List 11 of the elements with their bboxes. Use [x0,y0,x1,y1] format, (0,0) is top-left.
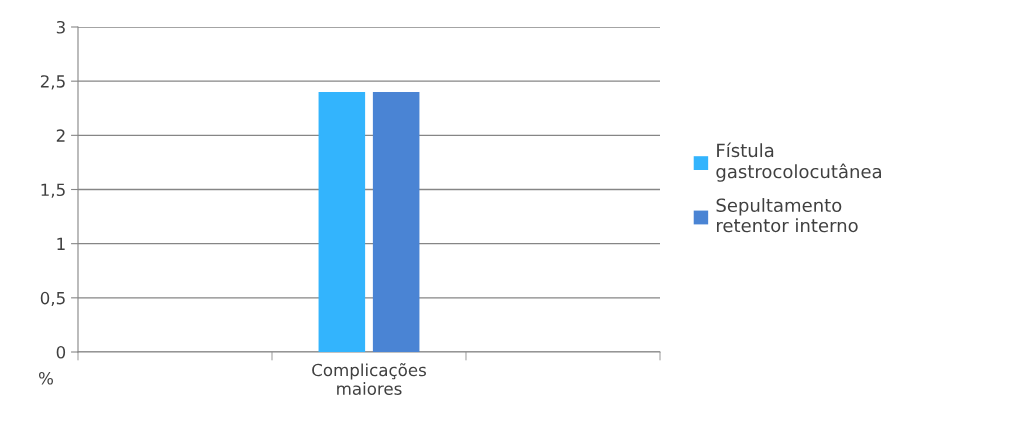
legend-label: Fístula gastrocolocutânea [716,142,881,182]
y-tick-label: 0,5 [40,291,65,307]
y-tick-label: 0 [56,345,66,359]
y-tick-label: 2,5 [40,75,65,90]
legend-label: Sepultamento retentor interno [716,198,858,233]
x-tick-label: Complicações maiores [312,363,426,395]
y-axis-title: % [38,371,53,385]
y-tick-label: 1 [57,237,65,250]
y-tick-label: 3 [56,20,65,34]
y-tick-label: 2 [56,129,65,142]
y-tick-label: 1,5 [41,183,65,198]
